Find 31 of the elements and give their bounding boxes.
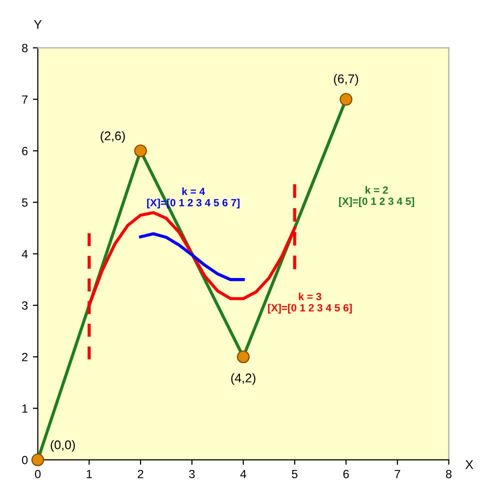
x-tick-label: 1 [86, 470, 92, 478]
x-tick-label: 7 [394, 470, 400, 478]
x-tick-label: 0 [34, 470, 41, 478]
y-tick-label: 0 [22, 456, 28, 464]
x-tick-label: 8 [446, 470, 452, 478]
x-axis-title: X [465, 460, 474, 469]
y-tick-label: 2 [22, 352, 28, 362]
annotation: (6,7) [334, 74, 358, 86]
line-series [139, 232, 245, 282]
x-tick-label: 5 [292, 470, 298, 478]
x-tick-label: 4 [240, 470, 246, 478]
point [31, 453, 44, 466]
y-tick-label: 8 [22, 44, 28, 52]
y-tick-label: 4 [22, 250, 28, 258]
annotation: (4,2) [231, 373, 256, 385]
x-tick-label: 3 [189, 470, 195, 478]
y-axis-title: Y [34, 20, 42, 29]
y-tick-label: 7 [22, 95, 28, 104]
y-tick-label: 5 [22, 198, 28, 207]
point [340, 92, 352, 106]
point [134, 144, 147, 158]
series-label: k = 3 [X]=[0 1 2 3 4 5 6] [268, 292, 352, 314]
y-tick-label: 1 [22, 404, 28, 413]
y-tick-label: 6 [22, 146, 28, 156]
x-tick-label: 6 [343, 470, 349, 478]
point [236, 350, 250, 364]
x-tick-label: 2 [138, 470, 144, 478]
text: k = 2 [X]=[0 1 2 3 4 5] [339, 186, 414, 208]
annotation: (2,6) [100, 131, 125, 143]
y-tick-label: 3 [22, 301, 28, 310]
annotation: (0,0) [50, 440, 75, 452]
